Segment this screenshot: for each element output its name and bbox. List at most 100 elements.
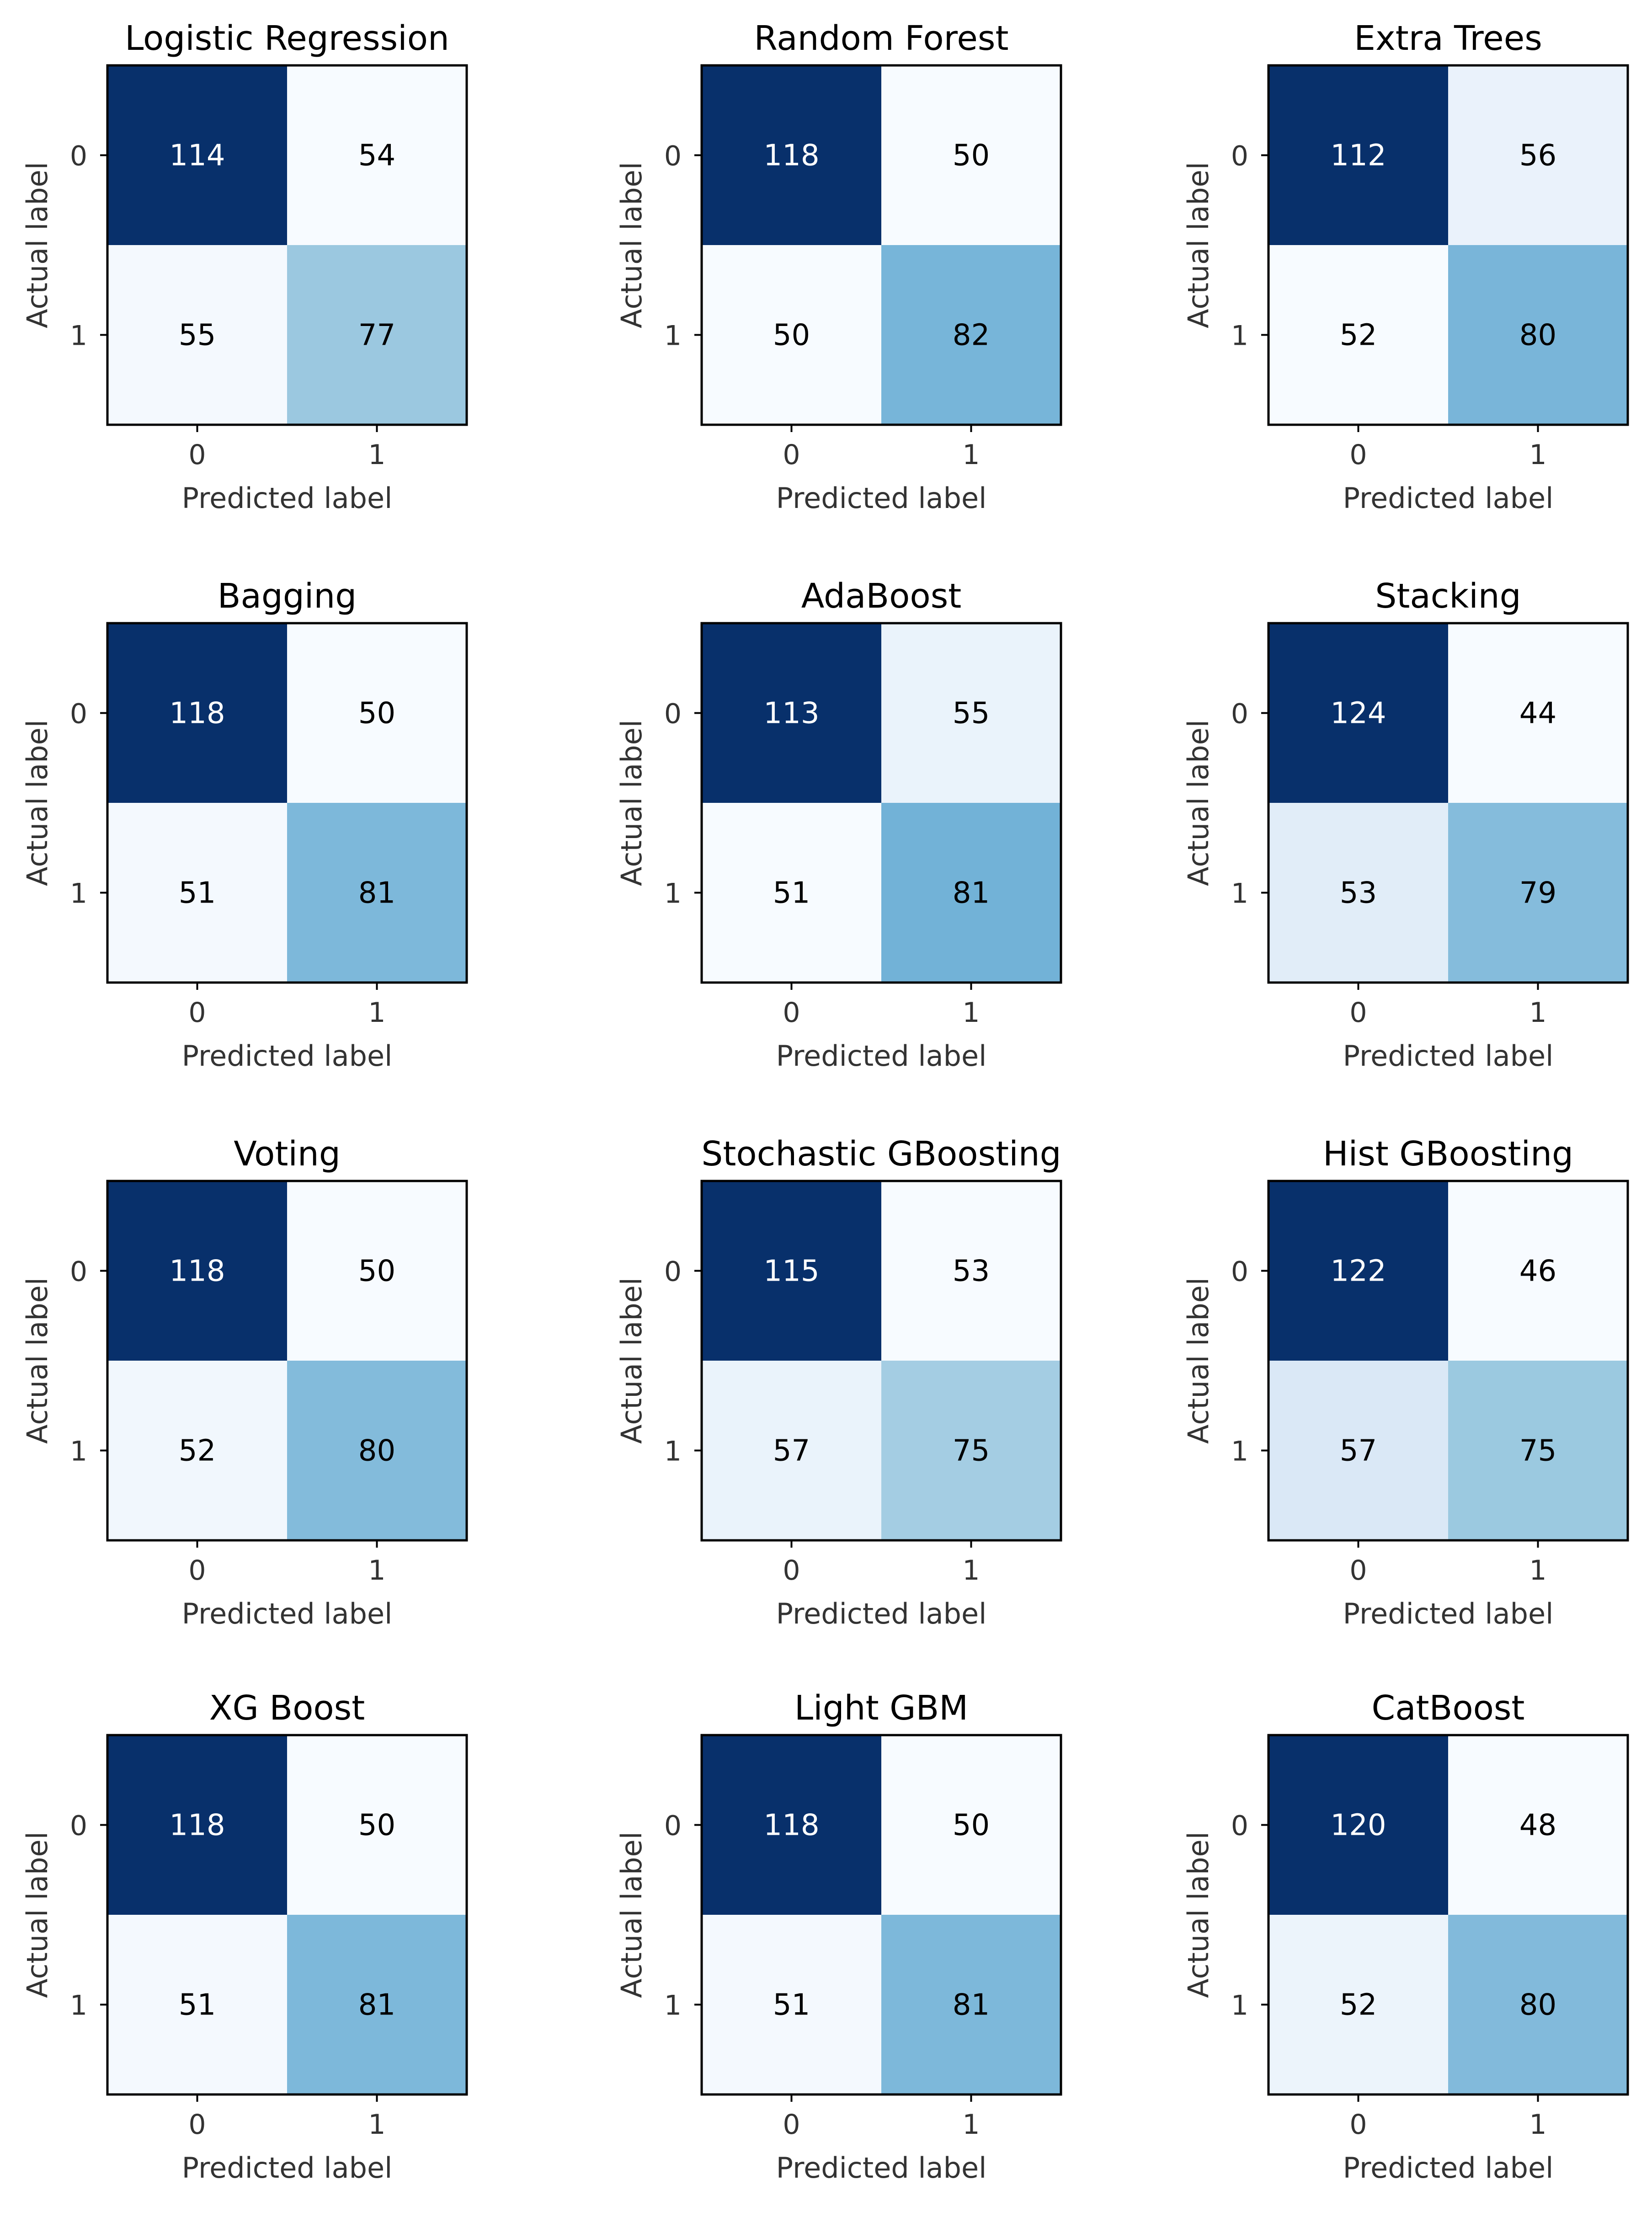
x-tick-label: 0 xyxy=(783,997,800,1029)
cell-value-label: 52 xyxy=(1340,319,1377,353)
cell-value-label: 82 xyxy=(953,319,990,353)
cell-value-label: 57 xyxy=(773,1434,810,1468)
matrix-cell xyxy=(1268,1735,1448,1915)
cell-value-label: 118 xyxy=(169,1255,225,1288)
y-tick-label: 0 xyxy=(70,1256,87,1288)
matrix-cell xyxy=(1448,803,1628,983)
cell-value-label: 50 xyxy=(953,1809,990,1843)
y-tick-label: 1 xyxy=(70,320,87,352)
matrix-cell xyxy=(881,245,1061,425)
plot-frame xyxy=(700,64,1062,426)
x-tick-label: 1 xyxy=(962,439,980,471)
chart-title: Logistic Regression xyxy=(125,19,449,58)
matrix-cell xyxy=(1448,245,1628,425)
cell-value-label: 55 xyxy=(179,319,216,353)
y-tick-label: 1 xyxy=(70,1990,87,2022)
y-tick-label: 0 xyxy=(70,140,87,172)
cell-value-label: 77 xyxy=(358,319,395,353)
matrix-cell xyxy=(287,65,467,245)
matrix-cell xyxy=(107,803,287,983)
confusion-matrix-panel: 118 50 51 81 XG Boost 0 1 0 1 Predicted label Actu… xyxy=(21,1688,468,2185)
matrix-cell xyxy=(1448,623,1628,803)
y-tick-label: 0 xyxy=(70,698,87,730)
chart-title: Stacking xyxy=(1375,577,1521,616)
cell-value-label: 115 xyxy=(763,1255,819,1288)
y-tick-label: 1 xyxy=(1231,320,1248,352)
cell-value-label: 80 xyxy=(1519,319,1556,353)
x-tick-label: 0 xyxy=(783,1555,800,1587)
cell-value-label: 81 xyxy=(358,1988,395,2022)
cell-value-label: 50 xyxy=(773,319,810,353)
cell-value-label: 124 xyxy=(1330,697,1386,731)
x-axis-label: Predicted label xyxy=(1343,1597,1554,1630)
y-axis-label: Actual label xyxy=(1182,720,1215,886)
x-tick-label: 1 xyxy=(962,997,980,1029)
matrix-cell xyxy=(287,245,467,425)
plot-frame xyxy=(1267,1180,1629,1542)
confusion-matrix-panel: 120 48 52 80 CatBoost 0 1 0 1 Predicted label Actu… xyxy=(1182,1688,1629,2185)
matrix-cell xyxy=(702,65,881,245)
matrix-cell xyxy=(1448,1181,1628,1361)
matrix-cell xyxy=(107,245,287,425)
x-tick-label: 1 xyxy=(962,1555,980,1587)
cell-value-label: 113 xyxy=(763,697,819,731)
y-tick-label: 1 xyxy=(70,1436,87,1468)
confusion-matrix-panel: 114 54 55 77 Logistic Regression 0 1 0 1 Predicte… xyxy=(21,19,468,515)
x-tick-label: 0 xyxy=(1349,997,1367,1029)
chart-title: Bagging xyxy=(218,577,357,616)
confusion-matrix-panel: 118 50 52 80 Voting 0 1 0 1 Predicted label Actual… xyxy=(21,1134,468,1630)
chart-title: XG Boost xyxy=(209,1688,365,1728)
y-axis-label: Actual label xyxy=(1182,1277,1215,1444)
y-tick-label: 0 xyxy=(664,1810,682,1842)
x-axis-label: Predicted label xyxy=(1343,2151,1554,2185)
cell-value-label: 50 xyxy=(358,697,395,731)
y-tick-label: 1 xyxy=(664,1436,682,1468)
y-axis-label: Actual label xyxy=(21,1832,54,1998)
cell-value-label: 50 xyxy=(358,1809,395,1843)
y-tick-label: 1 xyxy=(1231,1990,1248,2022)
matrix-cell xyxy=(287,1361,467,1540)
x-axis-label: Predicted label xyxy=(776,481,987,515)
x-tick-label: 1 xyxy=(1529,1555,1546,1587)
y-axis-label: Actual label xyxy=(21,720,54,886)
y-axis-label: Actual label xyxy=(1182,162,1215,328)
y-tick-label: 0 xyxy=(1231,1810,1248,1842)
matrix-cell xyxy=(702,803,881,983)
matrix-cell xyxy=(107,1181,287,1361)
y-tick-label: 0 xyxy=(1231,698,1248,730)
y-axis-label: Actual label xyxy=(21,1277,54,1444)
y-axis-label: Actual label xyxy=(615,162,648,328)
cell-value-label: 81 xyxy=(953,1988,990,2022)
y-axis-label: Actual label xyxy=(615,1277,648,1444)
confusion-matrix-panel: 124 44 53 79 Stacking 0 1 0 1 Predicted label Actu… xyxy=(1182,577,1629,1073)
matrix-cell xyxy=(107,623,287,803)
plot-frame xyxy=(106,64,468,426)
x-axis-label: Predicted label xyxy=(776,1039,987,1073)
cell-value-label: 57 xyxy=(1340,1434,1377,1468)
x-tick-label: 1 xyxy=(368,1555,385,1587)
matrix-cell xyxy=(702,623,881,803)
cell-value-label: 118 xyxy=(169,697,225,731)
x-tick-label: 0 xyxy=(1349,1555,1367,1587)
cell-value-label: 75 xyxy=(953,1434,990,1468)
cell-value-label: 51 xyxy=(773,876,810,910)
matrix-cell xyxy=(1268,803,1448,983)
cell-value-label: 81 xyxy=(953,876,990,910)
matrix-cell xyxy=(1268,65,1448,245)
cell-value-label: 56 xyxy=(1519,139,1556,173)
cell-value-label: 118 xyxy=(763,139,819,173)
confusion-matrix-panel: 113 55 51 81 AdaBoost 0 1 0 1 Predicted label Actu… xyxy=(615,577,1062,1073)
x-tick-label: 0 xyxy=(783,2109,800,2141)
x-tick-label: 1 xyxy=(368,439,385,471)
matrix-cell xyxy=(881,1915,1061,2094)
cell-value-label: 122 xyxy=(1330,1255,1386,1288)
cell-value-label: 118 xyxy=(169,1809,225,1843)
chart-title: AdaBoost xyxy=(801,577,962,616)
matrix-cell xyxy=(107,65,287,245)
chart-title: Random Forest xyxy=(754,19,1009,58)
matrix-cell xyxy=(287,1735,467,1915)
matrix-cell xyxy=(1268,1361,1448,1540)
cell-value-label: 53 xyxy=(1340,876,1377,910)
cell-value-label: 51 xyxy=(179,1988,216,2022)
